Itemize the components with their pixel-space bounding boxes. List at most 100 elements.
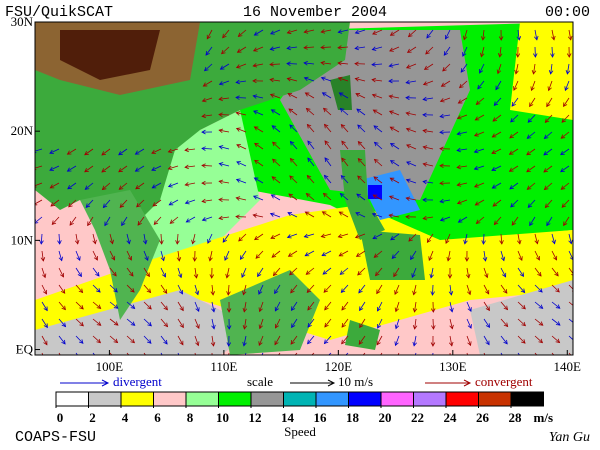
- wind-arrowhead: [475, 219, 481, 225]
- wind-arrow: [406, 63, 417, 69]
- wind-arrow: [324, 318, 332, 328]
- wind-arrowhead: [272, 158, 277, 164]
- wind-arrow: [568, 29, 572, 40]
- wind-arrowhead: [101, 168, 106, 173]
- wind-arrowhead: [195, 359, 199, 363]
- wind-arrow: [275, 318, 281, 329]
- colorbar-label: 28: [509, 410, 523, 425]
- wind-arrowhead: [201, 163, 206, 168]
- wind-arrowhead: [130, 304, 136, 309]
- wind-arrow: [340, 175, 349, 184]
- wind-arrow: [509, 182, 519, 190]
- wind-arrowhead: [130, 288, 135, 293]
- wind-arrowhead: [274, 340, 279, 346]
- wind-arrowhead: [153, 220, 159, 225]
- wind-arrowhead: [473, 165, 479, 171]
- wind-arrow: [324, 175, 332, 184]
- wind-arrow: [406, 179, 417, 184]
- wind-arrowhead: [146, 357, 150, 361]
- colorbar-unit: m/s: [534, 410, 554, 425]
- wind-arrow: [219, 180, 230, 184]
- wind-arrowhead: [77, 272, 82, 278]
- wind-arrowhead: [322, 192, 328, 198]
- wind-arrow: [221, 46, 230, 55]
- wind-arrowhead: [412, 341, 417, 347]
- wind-arrow: [534, 29, 538, 40]
- wind-arrow: [291, 318, 298, 328]
- wind-arrowhead: [430, 308, 436, 313]
- wind-arrow: [355, 212, 366, 218]
- wind-arrow: [500, 318, 508, 327]
- wind-arrowhead: [371, 212, 377, 217]
- wind-arrowhead: [201, 198, 207, 204]
- wind-arrowhead: [304, 211, 310, 216]
- wind-arrowhead: [510, 117, 515, 123]
- wind-arrowhead: [356, 108, 361, 113]
- wind-arrow: [372, 213, 383, 218]
- wind-arrow: [238, 233, 247, 242]
- wind-arrow: [143, 284, 151, 293]
- wind-arrowhead: [269, 212, 275, 217]
- wind-arrow: [101, 165, 111, 173]
- wind-arrow: [202, 97, 213, 102]
- wind-arrowhead: [258, 358, 261, 362]
- wind-arrow: [390, 126, 400, 133]
- wind-arrow: [566, 63, 570, 74]
- wind-arrow: [224, 250, 230, 261]
- wind-arrowhead: [118, 168, 123, 173]
- wind-arrowhead: [405, 95, 410, 101]
- wind-arrow: [510, 199, 519, 208]
- wind-arrow: [169, 199, 179, 206]
- wind-arrow: [457, 114, 468, 119]
- wind-arrowhead: [242, 358, 246, 362]
- wind-arrow: [551, 301, 561, 309]
- wind-arrow: [271, 109, 281, 116]
- wind-arrow: [466, 267, 470, 278]
- wind-arrowhead: [58, 256, 64, 262]
- wind-arrow: [357, 158, 366, 167]
- wind-arrowhead: [543, 168, 548, 173]
- wind-arrowhead: [205, 51, 210, 56]
- wind-arrowhead: [253, 110, 258, 115]
- wind-arrow: [219, 80, 230, 85]
- wind-arrow: [185, 182, 196, 186]
- wind-arrowhead: [320, 45, 325, 50]
- wind-arrowhead: [412, 307, 418, 313]
- wind-arrowhead: [511, 221, 516, 226]
- wind-arrow: [67, 182, 77, 190]
- wind-arrowhead: [322, 107, 328, 113]
- wind-arrowhead: [340, 174, 346, 180]
- wind-arrow: [101, 148, 111, 156]
- wind-arrowhead: [211, 307, 216, 313]
- legend-scale-value: 10 m/s: [338, 374, 373, 389]
- wind-arrow: [323, 193, 332, 201]
- wind-arrow: [92, 335, 101, 344]
- wind-arrow: [375, 267, 383, 276]
- wind-arrowhead: [467, 324, 472, 329]
- wind-arrowhead: [439, 180, 444, 186]
- wind-arrow: [460, 63, 468, 73]
- wind-arrowhead: [289, 140, 295, 146]
- wind-arrow: [423, 163, 434, 167]
- wind-arrow: [287, 78, 298, 82]
- wind-arrow: [517, 250, 523, 261]
- wind-arrowhead: [96, 338, 102, 344]
- wind-arrowhead: [406, 161, 411, 166]
- wind-arrowhead: [358, 356, 362, 360]
- wind-arrow: [109, 233, 114, 244]
- wind-arrow: [272, 158, 281, 167]
- wind-arrow: [517, 284, 525, 293]
- wind-arrow: [152, 199, 162, 207]
- wind-arrow: [194, 318, 200, 329]
- wind-arrow: [41, 284, 47, 295]
- wind-arrowhead: [253, 177, 259, 182]
- wind-arrow: [58, 352, 61, 355]
- wind-arrow: [568, 267, 573, 275]
- wind-arrowhead: [357, 157, 363, 163]
- wind-arrowhead: [551, 239, 556, 245]
- wind-arrow: [177, 267, 182, 278]
- wind-arrow: [58, 233, 61, 245]
- wind-arrowhead: [61, 339, 66, 345]
- wind-arrow: [143, 352, 146, 355]
- wind-arrowhead: [287, 212, 293, 217]
